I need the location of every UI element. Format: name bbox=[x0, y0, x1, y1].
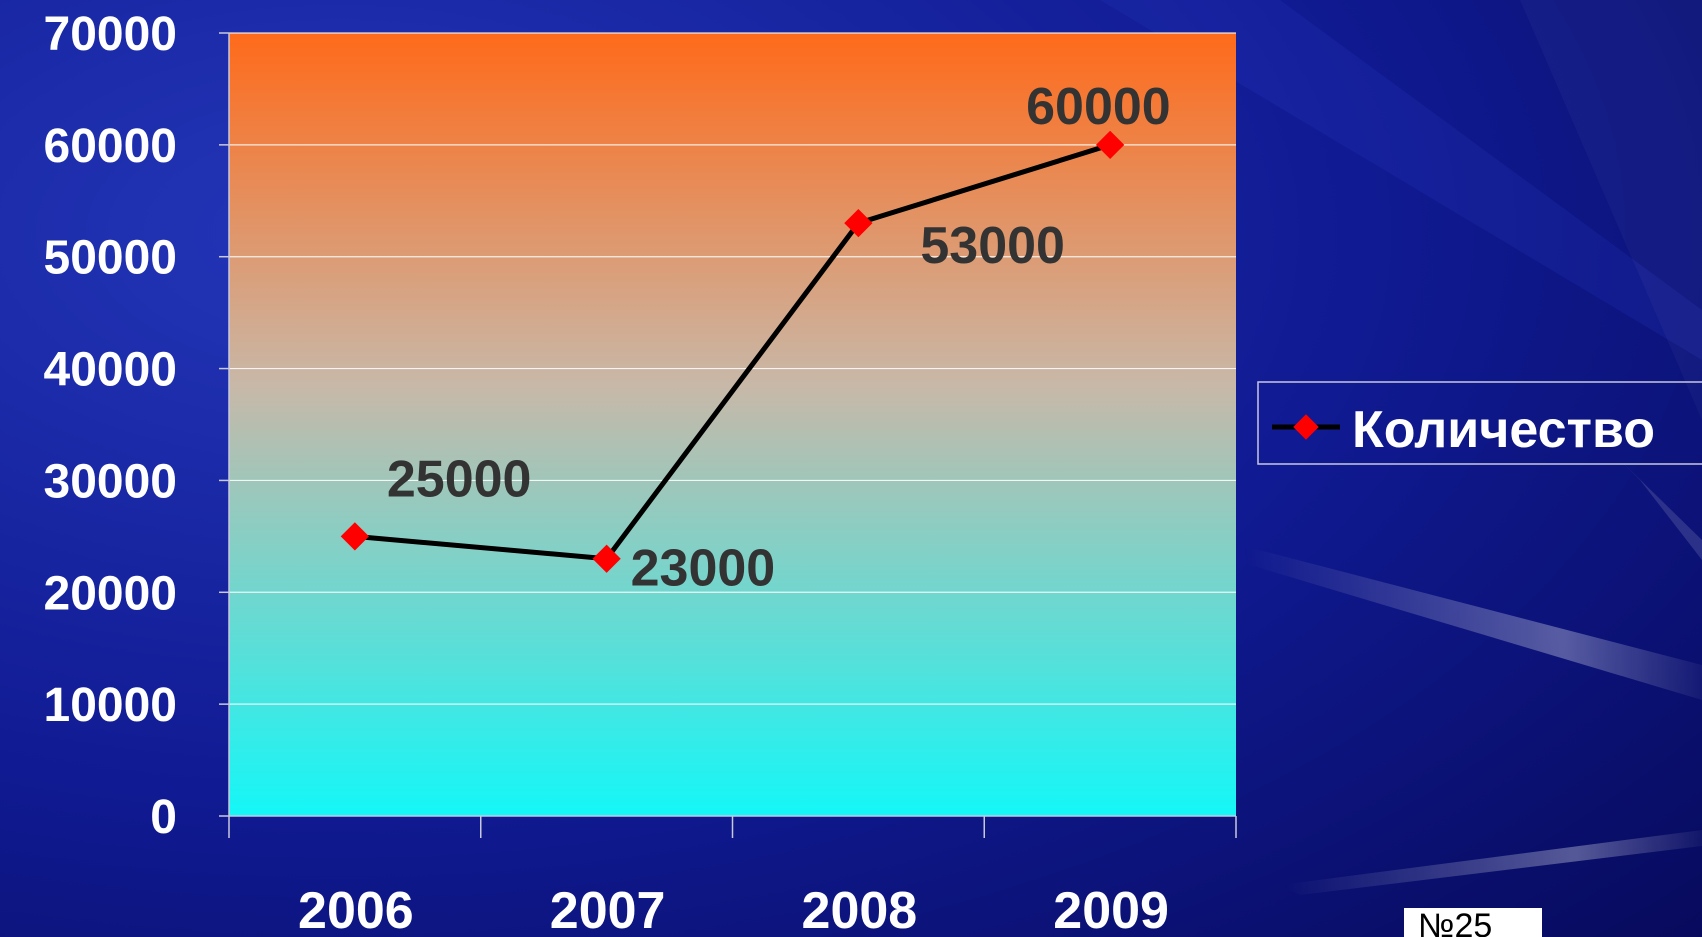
gridlines bbox=[229, 32, 1236, 705]
data-point-marker bbox=[844, 209, 873, 238]
x-axis-tick-labels: 2006 2007 2008 2009 bbox=[298, 882, 1169, 937]
data-labels: 25000 23000 53000 60000 bbox=[387, 78, 1171, 598]
y-axis-tick-label: 70000 bbox=[44, 8, 177, 61]
y-axis-tick-label: 50000 bbox=[44, 232, 177, 285]
data-point-marker bbox=[340, 522, 370, 551]
data-label: 53000 bbox=[920, 217, 1065, 275]
slide-number-badge: №25 bbox=[1404, 907, 1542, 937]
axes bbox=[219, 32, 1237, 838]
y-axis-tick-label: 30000 bbox=[44, 455, 177, 508]
slide-number: №25 bbox=[1418, 907, 1492, 937]
data-point-marker bbox=[1095, 130, 1125, 159]
x-axis-tick-label: 2007 bbox=[550, 882, 666, 937]
y-axis-tick-label: 60000 bbox=[44, 120, 177, 173]
y-axis-tick-labels: 0 10000 20000 30000 40000 50000 60000 70000 bbox=[44, 8, 177, 844]
y-axis-tick-label: 0 bbox=[150, 791, 177, 844]
series-markers bbox=[340, 130, 1125, 573]
series-line-path bbox=[354, 142, 1111, 562]
y-axis-tick-label: 10000 bbox=[44, 679, 177, 732]
series-line bbox=[354, 142, 1111, 562]
x-axis-tick-label: 2009 bbox=[1053, 882, 1169, 937]
plot-area bbox=[229, 33, 1236, 816]
x-axis-tick-label: 2008 bbox=[802, 882, 918, 937]
data-point-marker bbox=[592, 544, 621, 573]
slide-number-box bbox=[1404, 908, 1542, 937]
x-axis-tick-label: 2006 bbox=[298, 882, 414, 937]
data-label: 25000 bbox=[387, 450, 532, 508]
y-axis-tick-label: 20000 bbox=[44, 567, 177, 620]
data-label: 60000 bbox=[1026, 78, 1171, 136]
background-streaks bbox=[1100, 0, 1702, 895]
legend: Количество bbox=[1257, 381, 1702, 465]
y-axis-tick-label: 40000 bbox=[44, 344, 177, 397]
data-label: 23000 bbox=[631, 540, 776, 598]
legend-box bbox=[1257, 381, 1702, 465]
legend-label: Количество bbox=[1352, 401, 1655, 459]
